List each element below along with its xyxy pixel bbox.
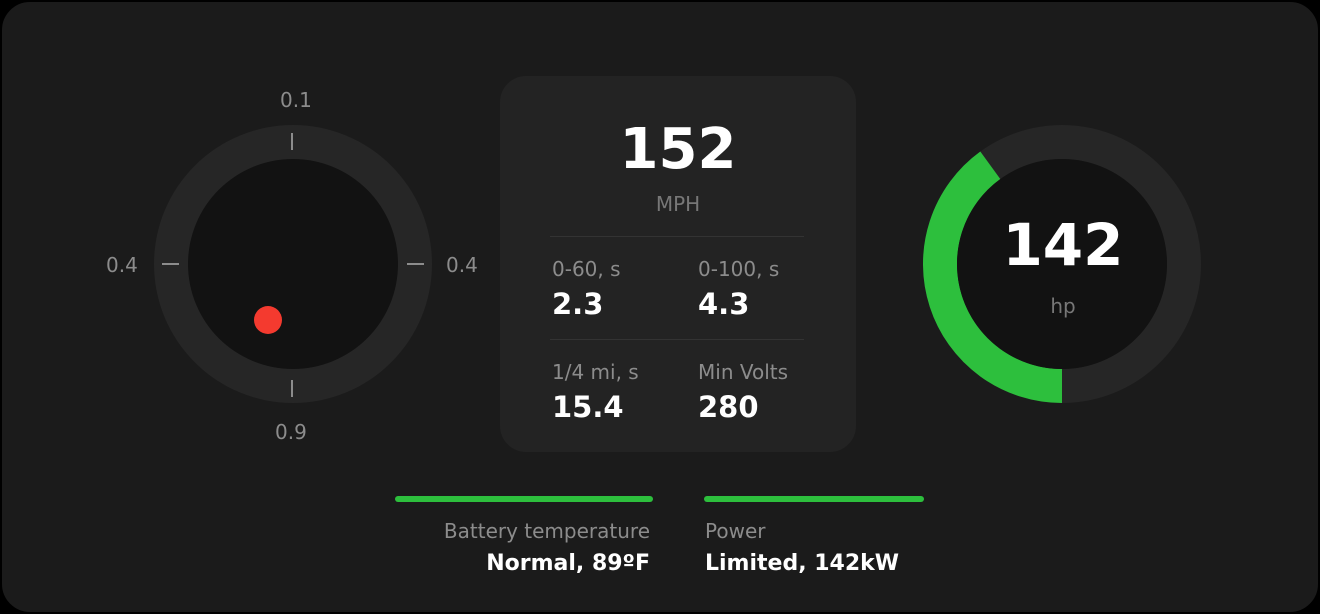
stat-0-60-label: 0-60, s (552, 257, 621, 281)
g-meter-left-label: 0.4 (106, 253, 138, 277)
speed-unit: MPH (655, 192, 701, 216)
stat-quarter-mile-value: 15.4 (552, 390, 624, 424)
g-meter-tick-left (162, 263, 179, 265)
power-gauge-ring (923, 125, 1201, 403)
g-meter-tick-right (407, 263, 424, 265)
divider (550, 339, 804, 340)
divider (550, 236, 804, 237)
performance-panel: 152 MPH 0-60, s 2.3 0-100, s 4.3 1/4 mi,… (500, 76, 856, 452)
power-status-bar (704, 496, 924, 502)
power-gauge-value: 142 (1002, 211, 1124, 279)
stat-min-volts-label: Min Volts (698, 360, 789, 384)
g-meter-right-label: 0.4 (446, 253, 478, 277)
stat-quarter-mile-label: 1/4 mi, s (552, 360, 639, 384)
power-gauge-unit: hp (1050, 294, 1076, 318)
battery-status-bar (395, 496, 653, 502)
g-meter-face (188, 159, 398, 369)
battery-status-label: Battery temperature (443, 519, 650, 543)
power-gauge-fill (923, 151, 1063, 403)
stat-0-100-value: 4.3 (698, 287, 750, 321)
stat-min-volts-value: 280 (698, 390, 759, 424)
g-meter-top-label: 0.1 (280, 88, 312, 112)
g-force-indicator-dot (254, 306, 282, 334)
g-meter-tick-top (291, 133, 293, 150)
battery-status-value: Normal, 89ºF (486, 551, 650, 576)
power-status-value: Limited, 142kW (705, 551, 900, 576)
g-meter-tick-bottom (291, 380, 293, 397)
stat-0-60-value: 2.3 (552, 287, 604, 321)
speed-value: 152 (619, 117, 737, 182)
stat-0-100-label: 0-100, s (698, 257, 780, 281)
g-meter-bottom-label: 0.9 (275, 420, 307, 444)
power-status-label: Power (705, 519, 766, 543)
